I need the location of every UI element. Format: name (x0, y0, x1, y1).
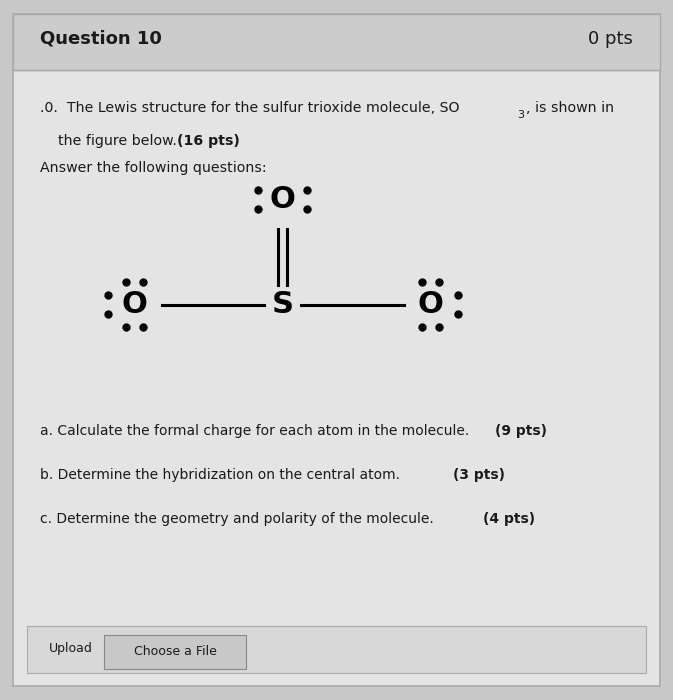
Text: .0.  The Lewis structure for the sulfur trioxide molecule, SO: .0. The Lewis structure for the sulfur t… (40, 102, 460, 116)
Text: S: S (272, 290, 293, 319)
FancyBboxPatch shape (13, 14, 660, 686)
FancyBboxPatch shape (27, 626, 646, 673)
Text: (3 pts): (3 pts) (453, 468, 505, 482)
FancyBboxPatch shape (13, 14, 660, 70)
Text: 0 pts: 0 pts (588, 29, 633, 48)
Text: Answer the following questions:: Answer the following questions: (40, 161, 267, 175)
Text: O: O (418, 290, 444, 319)
Text: (4 pts): (4 pts) (483, 512, 535, 526)
Text: a. Calculate the formal charge for each atom in the molecule.: a. Calculate the formal charge for each … (40, 424, 474, 438)
FancyBboxPatch shape (104, 635, 246, 668)
Text: O: O (270, 185, 295, 214)
Text: the figure below.: the figure below. (40, 134, 182, 148)
Text: (9 pts): (9 pts) (495, 424, 546, 438)
Text: b. Determine the hybridization on the central atom.: b. Determine the hybridization on the ce… (40, 468, 404, 482)
Text: O: O (122, 290, 147, 319)
Text: Question 10: Question 10 (40, 29, 162, 48)
Text: Upload: Upload (48, 643, 93, 655)
Text: 3: 3 (518, 110, 524, 120)
Text: Choose a File: Choose a File (133, 645, 217, 658)
Text: (16 pts): (16 pts) (177, 134, 240, 148)
Text: , is shown in: , is shown in (526, 102, 614, 116)
Text: c. Determine the geometry and polarity of the molecule.: c. Determine the geometry and polarity o… (40, 512, 439, 526)
